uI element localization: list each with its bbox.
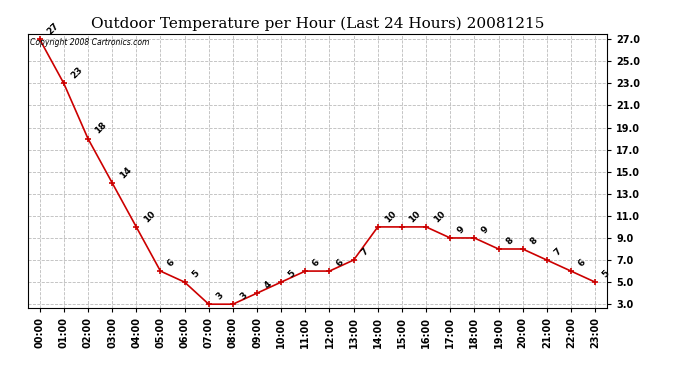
Text: 6: 6 [577,258,587,268]
Title: Outdoor Temperature per Hour (Last 24 Hours) 20081215: Outdoor Temperature per Hour (Last 24 Ho… [90,17,544,31]
Text: 10: 10 [142,209,157,224]
Text: 14: 14 [118,165,133,180]
Text: 3: 3 [239,291,249,302]
Text: Copyright 2008 Cartronics.com: Copyright 2008 Cartronics.com [30,38,150,47]
Text: 6: 6 [166,258,177,268]
Text: 10: 10 [408,209,422,224]
Text: 10: 10 [432,209,446,224]
Text: 9: 9 [456,224,466,235]
Text: 27: 27 [46,21,61,36]
Text: 7: 7 [359,246,370,257]
Text: 5: 5 [601,268,611,279]
Text: 3: 3 [215,291,225,302]
Text: 5: 5 [190,268,201,279]
Text: 7: 7 [553,246,563,257]
Text: 5: 5 [287,268,297,279]
Text: 10: 10 [384,209,398,224]
Text: 8: 8 [529,236,539,246]
Text: 9: 9 [480,224,491,235]
Text: 23: 23 [70,66,85,81]
Text: 6: 6 [311,258,322,268]
Text: 18: 18 [94,121,109,136]
Text: 6: 6 [335,258,346,268]
Text: 4: 4 [263,279,273,290]
Text: 8: 8 [504,236,515,246]
